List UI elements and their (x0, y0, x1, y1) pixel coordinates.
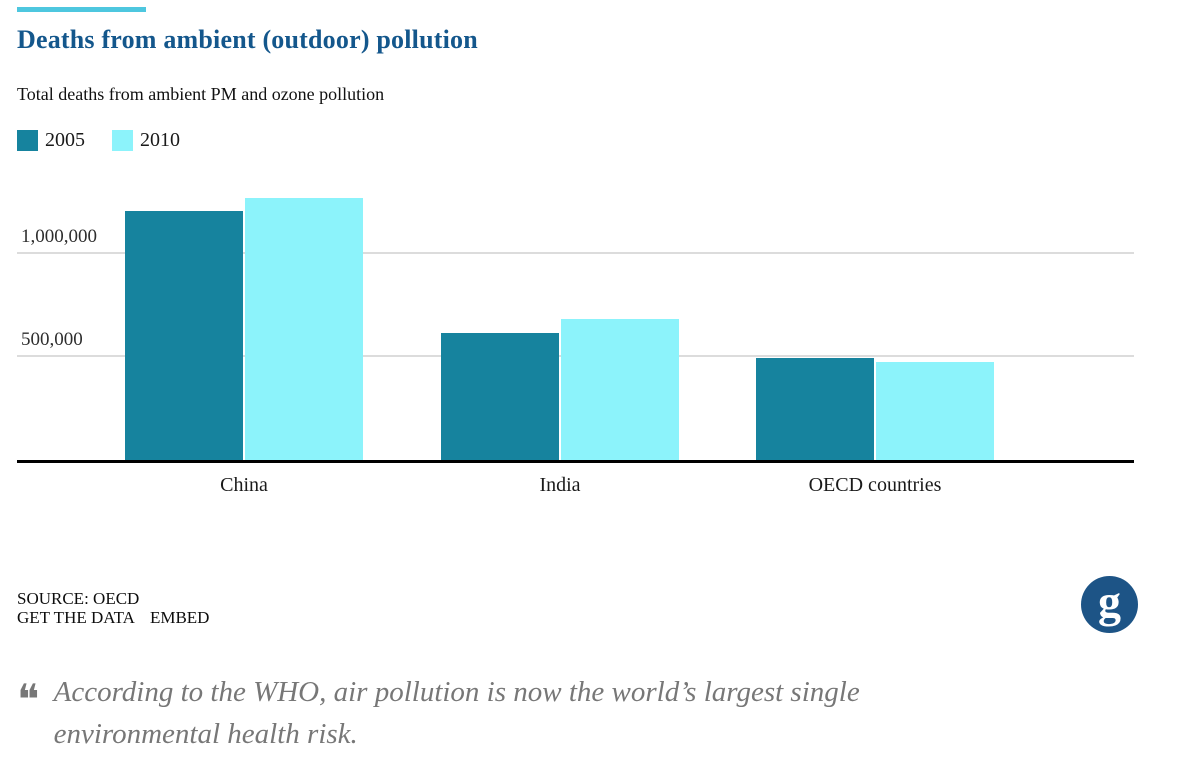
plot-area: 500,000 1,000,000 (17, 188, 1134, 463)
guardian-logo-letter: g (1098, 576, 1121, 627)
embed-link[interactable]: EMBED (149, 608, 210, 627)
category-axis: China India OECD countries (17, 474, 1134, 500)
y-tick-label: 1,000,000 (21, 226, 97, 247)
bar-oecd-countries-2005 (756, 358, 874, 460)
legend-item-2010: 2010 (112, 129, 180, 152)
footer-links: GET THE DATA EMBED (17, 608, 224, 627)
legend-label: 2010 (140, 129, 180, 151)
quote-text: According to the WHO, air pollution is n… (53, 676, 860, 751)
bar-oecd-countries-2010 (876, 362, 994, 460)
chart-legend: 2005 2010 (17, 129, 180, 152)
bar-india-2010 (561, 319, 679, 460)
chart-title: Deaths from ambient (outdoor) pollution (17, 25, 478, 54)
guardian-logo-icon[interactable]: g (1081, 576, 1138, 633)
get-the-data-link[interactable]: GET THE DATA (17, 608, 135, 627)
source-line: SOURCE: OECD (17, 589, 140, 608)
y-tick-label: 500,000 (21, 329, 83, 350)
chart-subtitle: Total deaths from ambient PM and ozone p… (17, 84, 385, 104)
legend-label: 2005 (45, 129, 85, 151)
legend-swatch (17, 130, 38, 151)
bar-india-2005 (441, 333, 559, 460)
category-label-oecd-countries: OECD countries (808, 474, 942, 496)
bar-china-2010 (245, 198, 363, 460)
pull-quote: ❝ According to the WHO, air pollution is… (17, 671, 1047, 755)
legend-item-2005: 2005 (17, 129, 85, 152)
gridline-1,000,000 (17, 252, 1134, 254)
legend-swatch (112, 130, 133, 151)
bar-china-2005 (125, 211, 243, 460)
quote-marks-icon: ❝ (17, 675, 40, 724)
accent-bar (17, 7, 146, 12)
chart-footer: SOURCE: OECD GET THE DATA EMBED (17, 589, 224, 627)
category-label-china: China (220, 474, 268, 496)
category-label-india: India (539, 474, 581, 496)
